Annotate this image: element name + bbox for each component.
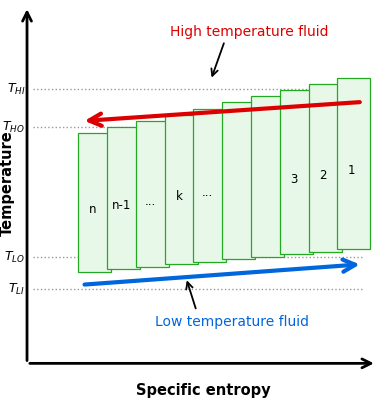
Text: Temperature: Temperature [0, 130, 15, 236]
Text: 3: 3 [290, 173, 298, 186]
Text: n: n [89, 203, 97, 216]
Polygon shape [107, 127, 140, 269]
Polygon shape [136, 121, 169, 267]
Polygon shape [193, 109, 226, 262]
Text: k: k [175, 190, 182, 203]
Text: Specific entropy: Specific entropy [136, 383, 271, 398]
Text: Low temperature fluid: Low temperature fluid [155, 315, 309, 329]
Polygon shape [251, 96, 284, 257]
Text: $T_{HI}$: $T_{HI}$ [7, 82, 25, 97]
Polygon shape [165, 115, 198, 264]
Polygon shape [78, 133, 111, 272]
Polygon shape [309, 84, 342, 252]
Text: $T_{HO}$: $T_{HO}$ [3, 120, 25, 135]
Text: $T_{LO}$: $T_{LO}$ [4, 250, 25, 265]
Text: 2: 2 [319, 169, 327, 181]
Text: $T_{LI}$: $T_{LI}$ [8, 282, 25, 297]
Polygon shape [280, 90, 313, 254]
Text: n-1: n-1 [112, 199, 131, 212]
Text: ...: ... [144, 195, 156, 208]
Text: High temperature fluid: High temperature fluid [170, 25, 329, 39]
Text: 1: 1 [348, 164, 355, 178]
Polygon shape [222, 102, 255, 259]
Text: ...: ... [202, 186, 213, 199]
Polygon shape [337, 78, 370, 249]
